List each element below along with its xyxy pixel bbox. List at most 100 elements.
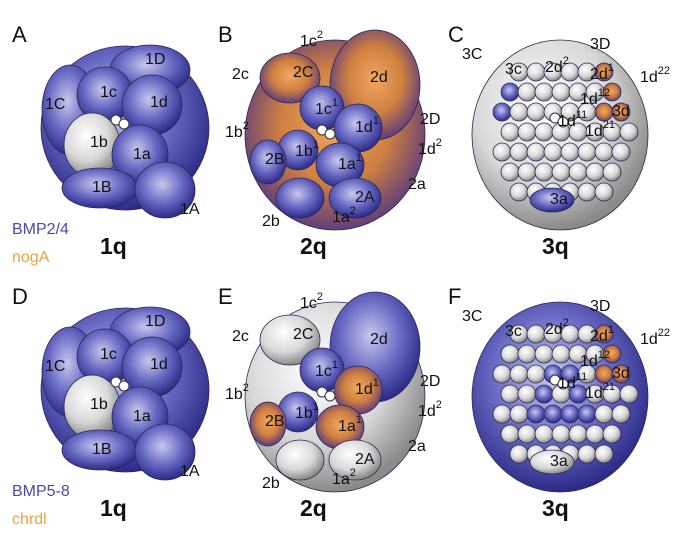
stage-label: 1q [100,233,127,259]
cell-label: 1b [90,134,108,151]
cell-label: 1a [133,146,151,163]
cell [620,123,638,141]
cell [569,425,587,443]
cell-label: 1a [133,408,151,425]
cell-label: 1c [100,346,117,363]
cell-name: 2C [293,64,313,81]
cell-name: 3C [462,308,482,325]
cell [493,103,511,121]
cell [510,143,528,161]
cell-label: 3a [550,453,568,470]
cell-label: 1C [45,358,65,375]
cell [569,163,587,181]
cell [578,183,596,201]
cell [552,163,570,181]
cell [586,163,604,181]
cell-label: 1d22 [640,65,670,86]
cell [535,163,553,181]
cell-label: 2b [262,475,280,492]
cell [510,445,528,463]
cell [535,83,553,101]
cell [527,365,545,383]
cell-name: 1c [100,84,117,101]
cell-name: 2d [370,331,388,348]
cell-name: 2a [408,438,426,455]
cell-superscript: 21 [603,381,615,393]
cell-label: 3c [505,323,522,340]
cell-name: 1d [585,123,603,140]
cell [544,143,562,161]
stage-label: 2q [300,495,327,521]
panel-letter: D [12,284,28,309]
cell-superscript: 2 [563,317,569,329]
cell [595,405,613,423]
cell-name: 2B [265,413,285,430]
polar-dot [325,391,335,401]
cell-name: 2c [232,66,249,83]
cell-name: 1d [585,385,603,402]
cell-name: 2B [265,151,285,168]
panel-letter: C [448,22,464,47]
cell [501,385,519,403]
cell-label: 1c [100,84,117,101]
cell [535,123,553,141]
cell-label: 2d [370,331,388,348]
cell [518,163,536,181]
cell-name: 1A [180,463,200,480]
cell-name: 2C [293,326,313,343]
cell-name: 1a [133,146,151,163]
cell-name: 3C [462,46,482,63]
cell [552,83,570,101]
cell-name: 2b [262,475,280,492]
cell-name: 1b [225,124,243,141]
cell [586,425,604,443]
cell-name: 1B [92,441,112,458]
cell [527,405,545,423]
cell-name: 2d [370,69,388,86]
cell [595,445,613,463]
cell-name: 1d [355,119,373,136]
cell-superscript: 11 [576,109,587,121]
stage-label: 1q [100,495,127,521]
cell [612,143,630,161]
cell-label: 1A [180,201,200,218]
cell-superscript: 1 [313,401,319,413]
cell-name: 3c [505,323,522,340]
cell-superscript: 2 [563,55,569,67]
cell [612,405,630,423]
cell-name: 1c [300,295,317,312]
cell-label: 1d [150,94,168,111]
legend-label: chrdl [12,511,47,528]
cell-name: 2a [408,176,426,193]
cell-superscript: 1 [332,97,338,109]
cell [493,405,511,423]
cell-label: 3c [505,61,522,78]
cell-name: 1b [90,396,108,413]
cell-label: 2d [370,69,388,86]
stage-label: 3q [542,495,569,521]
cell [620,385,638,403]
cell-label: 3C [462,46,482,63]
cell-superscript: 11 [576,371,587,383]
cell [501,345,519,363]
cell-label: 1d [150,356,168,373]
cell-label: 2c [232,66,249,83]
cell-name: 1a [133,408,151,425]
cell [535,385,553,403]
cell-label: 3d [612,365,630,382]
cell-name: 3a [550,191,568,208]
cell-name: 1d [580,91,598,108]
cell-name: 1D [145,51,165,68]
cell-label: 3C [462,308,482,325]
cell-name: 1d [150,94,168,111]
cell [501,123,519,141]
cell-label: 2D [420,373,440,390]
cell-label: 1C [45,96,65,113]
cell-name: 3D [590,36,610,53]
cell-label: 1b [90,396,108,413]
cell-label: 2D [420,111,440,128]
cell [535,425,553,443]
cell [527,325,545,343]
cell [510,103,528,121]
cell-label: 2B [265,413,285,430]
